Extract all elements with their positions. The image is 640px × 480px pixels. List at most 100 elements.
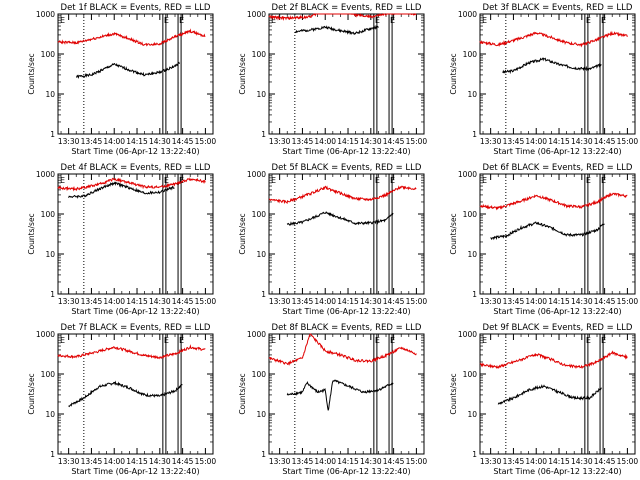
y-tick-label: 100	[463, 370, 478, 379]
y-tick-label: 1000	[458, 170, 477, 179]
y-tick-label: 10	[45, 250, 55, 259]
x-tick-label: 14:00	[525, 297, 547, 306]
x-axis-label: Start Time (06-Apr-12 13:22:40)	[71, 307, 199, 316]
y-tick-label: 100	[463, 50, 478, 59]
panel-title: Det 9f BLACK = Events, RED = LLD	[483, 323, 633, 333]
flag-label: E	[271, 16, 276, 25]
y-tick-label: 1000	[247, 10, 266, 19]
panel-9: Det 9f BLACK = Events, RED = LLD 1 10 100 10…	[449, 323, 638, 476]
x-tick-label: 13:30	[480, 457, 502, 466]
x-tick-label: 13:45	[292, 137, 314, 146]
y-tick-label: 1	[50, 130, 55, 139]
y-tick-label: 10	[467, 90, 477, 99]
y-tick-label: 100	[41, 370, 56, 379]
events-series-line	[75, 61, 180, 79]
y-tick-label: 10	[256, 410, 266, 419]
y-tick-label: 1000	[458, 330, 477, 339]
x-tick-label: 14:30	[360, 297, 382, 306]
x-tick-label: 15:00	[195, 297, 217, 306]
y-tick-label: 1000	[247, 330, 266, 339]
x-tick-label: 14:00	[103, 457, 125, 466]
panel-title: Det 3f BLACK = Events, RED = LLD	[483, 3, 633, 13]
y-axis-label: Counts/sec	[27, 213, 36, 254]
y-tick-label: 1	[261, 130, 266, 139]
y-axis-label: Counts/sec	[449, 373, 458, 414]
lld-series-line	[268, 185, 417, 205]
x-tick-label: 15:00	[195, 137, 217, 146]
flag-label: E	[179, 336, 184, 345]
events-series-line	[294, 24, 379, 35]
x-tick-label: 14:45	[172, 297, 194, 306]
x-tick-label: 14:00	[314, 457, 336, 466]
x-axis-label: Start Time (06-Apr-12 13:22:40)	[71, 467, 199, 476]
panel-7: Det 7f BLACK = Events, RED = LLD 1 10 100 10…	[27, 323, 216, 476]
x-tick-label: 14:15	[337, 297, 359, 306]
plot-frame	[479, 173, 636, 295]
y-tick-label: 1000	[458, 10, 477, 19]
flag-label: E	[390, 336, 395, 345]
plot-frame	[479, 13, 636, 135]
y-tick-label: 1	[261, 450, 266, 459]
flag-label: E	[586, 16, 591, 25]
x-tick-label: 15:00	[617, 137, 639, 146]
y-tick-label: 100	[252, 50, 267, 59]
x-axis-label: Start Time (06-Apr-12 13:22:40)	[71, 147, 199, 156]
flag-label: E	[482, 336, 487, 345]
x-tick-label: 14:45	[594, 297, 616, 306]
x-tick-label: 14:30	[149, 137, 171, 146]
x-axis-label: Start Time (06-Apr-12 13:22:40)	[282, 307, 410, 316]
events-series-line	[490, 221, 605, 241]
panel-title: Det 7f BLACK = Events, RED = LLD	[61, 323, 211, 333]
x-tick-label: 14:00	[525, 457, 547, 466]
x-tick-label: 14:45	[594, 137, 616, 146]
y-tick-label: 1	[50, 290, 55, 299]
panel-title: Det 1f BLACK = Events, RED = LLD	[61, 3, 211, 13]
x-tick-label: 14:00	[103, 137, 125, 146]
flag-label: E	[601, 16, 606, 25]
y-tick-label: 1	[472, 290, 477, 299]
flag-label: E	[271, 176, 276, 185]
y-tick-label: 100	[463, 210, 478, 219]
y-tick-label: 10	[256, 90, 266, 99]
panel-3: Det 3f BLACK = Events, RED = LLD 1 10 100 10…	[449, 3, 638, 156]
flag-label: E	[179, 16, 184, 25]
flag-label: E	[375, 16, 380, 25]
x-tick-label: 14:15	[548, 457, 570, 466]
x-tick-label: 14:15	[548, 297, 570, 306]
x-tick-label: 14:00	[314, 297, 336, 306]
x-tick-label: 13:45	[292, 297, 314, 306]
flag-label: E	[390, 176, 395, 185]
x-tick-label: 15:00	[195, 457, 217, 466]
x-tick-label: 14:15	[126, 457, 148, 466]
lld-series-line	[57, 344, 206, 360]
x-tick-label: 13:45	[503, 457, 525, 466]
x-tick-label: 13:30	[58, 137, 80, 146]
y-tick-label: 100	[252, 370, 267, 379]
lld-series-line	[57, 177, 206, 192]
plot-frame	[57, 173, 214, 295]
x-tick-label: 14:45	[172, 137, 194, 146]
x-tick-label: 13:30	[58, 297, 80, 306]
plot-frame	[268, 173, 425, 295]
x-tick-label: 14:00	[103, 297, 125, 306]
x-tick-label: 13:30	[480, 137, 502, 146]
y-axis-label: Counts/sec	[238, 213, 247, 254]
x-axis-label: Start Time (06-Apr-12 13:22:40)	[282, 467, 410, 476]
x-tick-label: 14:45	[383, 457, 405, 466]
plot-frame	[57, 333, 214, 455]
flag-label: E	[60, 176, 65, 185]
lld-series-line	[479, 30, 628, 48]
lld-series-line	[268, 333, 417, 366]
x-tick-label: 14:45	[594, 457, 616, 466]
y-axis-label: Counts/sec	[238, 53, 247, 94]
y-axis-label: Counts/sec	[449, 53, 458, 94]
x-tick-label: 14:00	[314, 137, 336, 146]
flag-label: E	[601, 336, 606, 345]
x-tick-label: 14:30	[360, 457, 382, 466]
x-tick-label: 14:30	[571, 297, 593, 306]
y-tick-label: 10	[256, 250, 266, 259]
events-series-line	[497, 384, 602, 405]
x-tick-label: 13:45	[81, 297, 103, 306]
x-tick-label: 13:30	[269, 457, 291, 466]
flag-label: E	[390, 16, 395, 25]
